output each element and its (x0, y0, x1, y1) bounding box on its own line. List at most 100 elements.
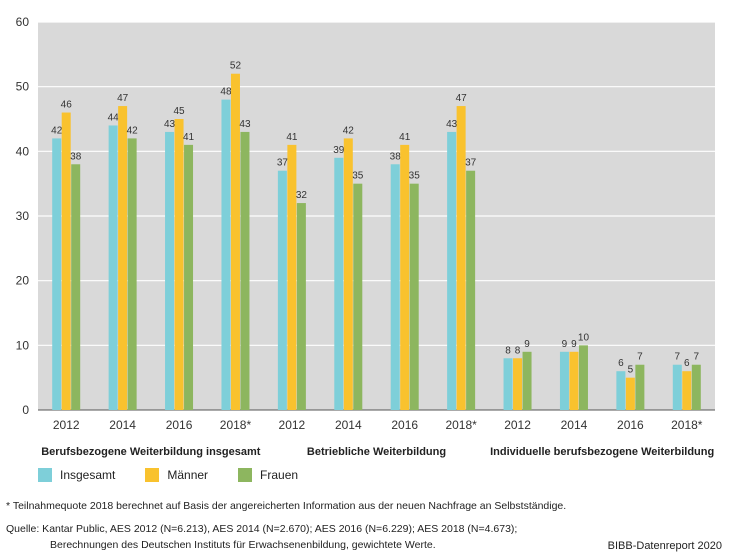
data-label: 9 (524, 339, 530, 350)
data-label: 6 (684, 358, 690, 369)
data-label: 44 (108, 112, 120, 123)
legend-swatch-insgesamt (38, 468, 52, 482)
y-tick-label: 40 (16, 144, 30, 158)
x-tick-label: 2018* (220, 418, 252, 432)
footnote: * Teilnahmequote 2018 berechnet auf Basi… (6, 500, 567, 512)
bar (334, 157, 344, 410)
x-tick-label: 2014 (335, 418, 362, 432)
bar (287, 144, 297, 410)
x-tick-label: 2018* (671, 418, 703, 432)
x-tick-label: 2016 (391, 418, 418, 432)
bar (625, 377, 635, 410)
source-line-2: Berechnungen des Deutschen Instituts für… (50, 539, 436, 551)
y-tick-label: 50 (16, 80, 30, 94)
source-line-1: Quelle: Kantar Public, AES 2012 (N=6.213… (6, 523, 518, 535)
bar (616, 371, 626, 410)
bar (127, 138, 137, 410)
data-label: 5 (628, 365, 634, 376)
bar (52, 138, 62, 410)
x-tick-label: 2012 (504, 418, 531, 432)
legend-item-frauen: Frauen (238, 468, 298, 482)
data-label: 46 (61, 100, 73, 111)
data-label: 8 (505, 345, 511, 356)
data-label: 41 (183, 132, 195, 143)
data-label: 43 (446, 119, 458, 130)
legend-item-maenner: Männer (145, 468, 208, 482)
x-tick-label: 2014 (109, 418, 136, 432)
data-label: 41 (286, 132, 298, 143)
bar (118, 106, 128, 411)
data-label: 9 (562, 339, 568, 350)
y-tick-label: 20 (16, 274, 30, 288)
bar (277, 170, 287, 410)
legend-swatch-maenner (145, 468, 160, 482)
data-label: 7 (675, 352, 681, 363)
bar (682, 371, 692, 410)
bar (240, 131, 250, 410)
bar (165, 131, 175, 410)
x-tick-label: 2012 (53, 418, 80, 432)
data-label: 47 (117, 93, 129, 104)
data-label: 43 (239, 119, 251, 130)
publisher-label: BIBB-Datenreport 2020 (607, 540, 722, 552)
y-tick-label: 0 (22, 403, 29, 417)
bar (466, 170, 476, 410)
data-label: 48 (220, 87, 232, 98)
bar (409, 183, 419, 410)
bar (456, 106, 466, 411)
data-label: 7 (637, 352, 643, 363)
data-label: 9 (571, 339, 577, 350)
bar (390, 164, 400, 410)
group-label: Betriebliche Weiterbildung (307, 446, 446, 458)
bar (513, 358, 523, 410)
data-label: 7 (694, 352, 700, 363)
bar (174, 119, 184, 410)
bar (447, 131, 457, 410)
data-label: 8 (515, 345, 521, 356)
bar (569, 351, 579, 410)
bar-chart: 0 10 20 30 40 50 60 42 46 38 2012 44 47 42 2014 43 45 41 2… (16, 15, 715, 458)
bar (635, 364, 645, 410)
data-label: 38 (390, 151, 402, 162)
bar (221, 99, 231, 410)
data-label: 37 (465, 158, 477, 169)
group-label: Individuelle berufsbezogene Weiterbildun… (490, 446, 714, 458)
x-tick-label: 2016 (166, 418, 193, 432)
bar (503, 358, 513, 410)
x-tick-label: 2012 (279, 418, 306, 432)
data-label: 42 (343, 125, 355, 136)
y-tick-label: 10 (16, 338, 30, 352)
bar (559, 351, 569, 410)
data-label: 47 (456, 93, 468, 104)
bar (672, 364, 682, 410)
bar (353, 183, 363, 410)
data-label: 37 (277, 158, 289, 169)
data-label: 41 (399, 132, 411, 143)
legend-swatch-frauen (238, 468, 253, 482)
bar (522, 351, 532, 410)
data-label: 32 (296, 190, 308, 201)
x-tick-label: 2018* (445, 418, 477, 432)
x-tick-label: 2016 (617, 418, 644, 432)
y-tick-label: 60 (16, 15, 30, 29)
bar (296, 203, 306, 410)
legend-label-insgesamt: Insgesamt (60, 468, 116, 482)
y-tick-label: 30 (16, 209, 30, 223)
bar (71, 164, 81, 410)
x-tick-label: 2014 (561, 418, 588, 432)
data-label: 43 (164, 119, 176, 130)
bar (343, 138, 353, 410)
group-label: Berufsbezogene Weiterbildung insgesamt (41, 446, 261, 458)
legend-label-frauen: Frauen (260, 468, 299, 482)
data-label: 39 (333, 145, 345, 156)
legend-label-maenner: Männer (167, 468, 209, 482)
data-label: 42 (51, 125, 63, 136)
data-label: 45 (173, 106, 185, 117)
data-label: 35 (352, 171, 364, 182)
legend-item-insgesamt: Insgesamt (38, 468, 115, 482)
bar (61, 112, 71, 411)
data-label: 52 (230, 61, 242, 72)
data-label: 35 (409, 171, 421, 182)
bar (400, 144, 410, 410)
bar (230, 73, 240, 410)
